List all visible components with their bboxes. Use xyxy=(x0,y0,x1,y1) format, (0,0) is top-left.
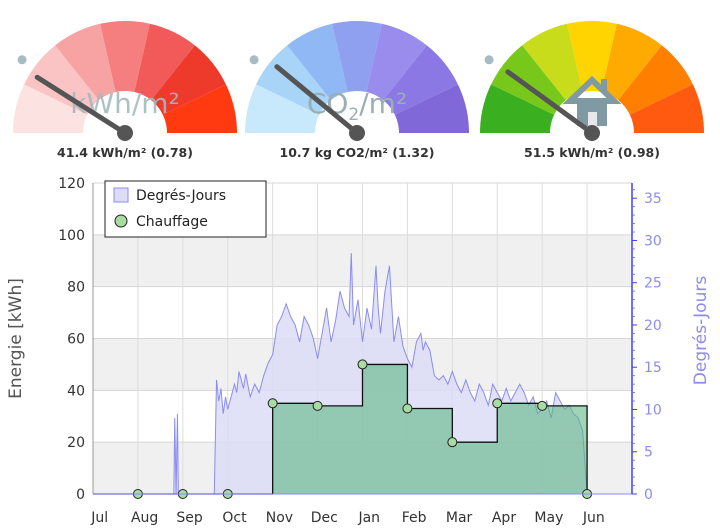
degres-jours-series xyxy=(133,253,588,495)
gauge-segment xyxy=(100,20,150,93)
energy-gauge: kWh/m² 41.4 kWh/m² (0.78) xyxy=(13,20,237,160)
gauge-segment xyxy=(567,20,617,93)
chauffage-point xyxy=(447,437,458,448)
x-tick-label: Oct xyxy=(222,510,247,526)
energy-chart: 0 20 40 60 80 100 120 0 5 10 15 20 25 30 35 Jul Aug Sep Oc… xyxy=(6,176,711,526)
legend-box xyxy=(104,180,267,238)
house-icon xyxy=(562,75,622,126)
gauge-segment xyxy=(522,23,583,101)
gauge-start-dot xyxy=(17,55,27,65)
gauge-needle xyxy=(274,64,360,136)
y-tick-label: 40 xyxy=(67,383,85,399)
gauge-needle-hub xyxy=(117,125,133,141)
x-tick-label: Mar xyxy=(446,510,473,526)
x-tick-label: Jan xyxy=(357,510,380,526)
chauffage-point xyxy=(267,398,278,409)
gauge-start-dot xyxy=(249,55,259,65)
chauffage-point xyxy=(537,400,548,411)
gauge-segment xyxy=(601,23,662,101)
x-tick-label: Aug xyxy=(131,510,158,526)
y2-tick-label: 10 xyxy=(644,402,662,418)
chauffage-point xyxy=(357,359,368,370)
x-tick-label: Feb xyxy=(402,510,427,526)
co2-gauge: CO2/m² 10.7 kg CO2/m² (1.32) xyxy=(245,21,469,160)
y-tick-label: 100 xyxy=(58,228,85,244)
y-tick-label: 0 xyxy=(76,487,85,503)
gauge-unit-label: kWh/m² xyxy=(70,87,180,120)
x-tick-label: Nov xyxy=(266,510,293,526)
gauge-needle xyxy=(34,74,128,136)
legend-swatch-chauffage xyxy=(114,214,128,228)
y2-tick-label: 15 xyxy=(644,360,662,376)
heating-gauge: 51.5 kWh/m² (0.98) xyxy=(480,20,704,160)
gauge-start-dot xyxy=(484,55,494,65)
y2-tick-label: 20 xyxy=(644,318,662,334)
degres-jours-line xyxy=(133,253,588,495)
axes: 0 20 40 60 80 100 120 0 5 10 15 20 25 30 35 Jul Aug Sep Oc… xyxy=(6,176,711,526)
gauge-unit-tail: /m² xyxy=(359,87,407,120)
gauges-row: kWh/m² 41.4 kWh/m² (0.78) CO2/m² 10.7 kg C… xyxy=(13,20,704,160)
gauge-segment xyxy=(151,45,226,115)
gauge-segment xyxy=(629,84,704,133)
gauge-segment xyxy=(13,84,88,133)
y2-tick-label: 0 xyxy=(644,487,653,503)
x-tick-label: Jul xyxy=(90,510,108,526)
y2-tick-label: 35 xyxy=(644,191,662,207)
y-axis-title: Energie [kWh] xyxy=(6,278,26,399)
y2-tick-label: 5 xyxy=(644,445,653,461)
legend-label-degres-jours: Degrés-Jours xyxy=(136,188,226,204)
gauge-unit-sub: 2 xyxy=(348,105,359,125)
gauge-segment xyxy=(245,84,320,133)
chauffage-point xyxy=(312,400,323,411)
gauge-unit-main: CO xyxy=(307,87,349,120)
x-tick-label: Apr xyxy=(492,510,516,526)
y-tick-label: 120 xyxy=(58,176,85,192)
x-tick-label: Dec xyxy=(311,510,338,526)
y2-axis-title: Degrés-Jours xyxy=(691,276,711,386)
gauge-needle-hub xyxy=(584,125,600,141)
gauge-segment xyxy=(162,84,237,133)
gauge-segment xyxy=(480,84,555,133)
chauffage-area xyxy=(93,364,588,494)
gauge-value: 51.5 kWh/m² (0.98) xyxy=(524,145,660,160)
legend: Degrés-Jours Chauffage xyxy=(104,180,267,238)
y-tick-label: 20 xyxy=(67,435,85,451)
chauffage-point xyxy=(492,398,503,409)
gauge-segment xyxy=(366,23,427,101)
house-chimney xyxy=(601,79,607,91)
gauge-value: 41.4 kWh/m² (0.78) xyxy=(57,145,193,160)
y2-tick-label: 25 xyxy=(644,276,662,292)
gauge-segment xyxy=(24,45,99,115)
legend-label-chauffage: Chauffage xyxy=(136,214,208,230)
gauge-segment xyxy=(383,45,458,115)
house-door xyxy=(588,112,597,126)
gauge-segment xyxy=(618,45,693,115)
gauge-value: 10.7 kg CO2/m² (1.32) xyxy=(280,145,435,160)
legend-swatch-degres-jours xyxy=(113,187,129,203)
y-tick-label: 60 xyxy=(67,332,85,348)
gauge-needle-hub xyxy=(349,125,365,141)
y-tick-label: 80 xyxy=(67,280,85,296)
degres-jours-area xyxy=(133,253,588,494)
x-tick-label: Sep xyxy=(176,510,203,526)
y2-tick-label: 30 xyxy=(644,233,662,249)
gauge-segment xyxy=(55,23,116,101)
chauffage-point xyxy=(402,403,413,414)
gauge-segment xyxy=(134,23,195,101)
gauge-needle xyxy=(505,69,595,136)
gauge-segment xyxy=(394,84,469,133)
gauge-segment xyxy=(332,21,382,93)
x-tick-label: Jun xyxy=(582,510,605,526)
gauge-segment xyxy=(287,23,348,101)
x-tick-label: May xyxy=(534,510,563,526)
gauge-unit-label: CO2/m² xyxy=(307,87,407,125)
